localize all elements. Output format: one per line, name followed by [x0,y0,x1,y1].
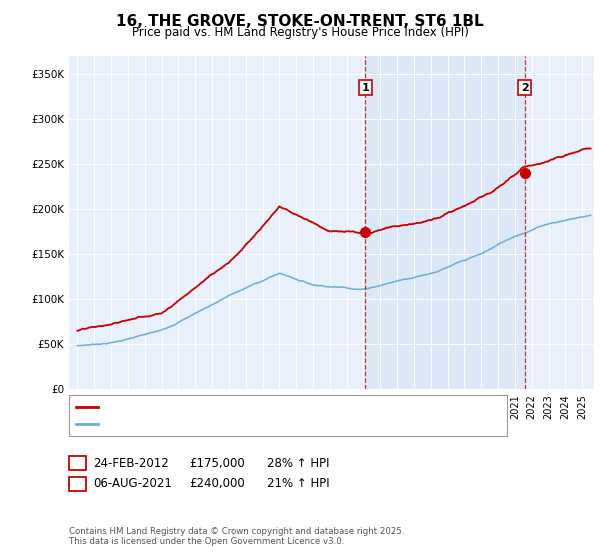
Text: 1: 1 [362,82,370,92]
Text: 28% ↑ HPI: 28% ↑ HPI [267,456,329,470]
Text: 16, THE GROVE, STOKE-ON-TRENT, ST6 1BL (detached house): 16, THE GROVE, STOKE-ON-TRENT, ST6 1BL (… [103,402,425,412]
Text: £240,000: £240,000 [189,477,245,491]
Text: 24-FEB-2012: 24-FEB-2012 [93,456,169,470]
Bar [365,56,524,389]
Text: HPI: Average price, detached house, Stoke-on-Trent: HPI: Average price, detached house, Stok… [103,419,370,430]
Text: 2: 2 [521,82,529,92]
Text: 16, THE GROVE, STOKE-ON-TRENT, ST6 1BL: 16, THE GROVE, STOKE-ON-TRENT, ST6 1BL [116,14,484,29]
Text: 1: 1 [73,456,82,470]
Text: £175,000: £175,000 [189,456,245,470]
Text: Price paid vs. HM Land Registry's House Price Index (HPI): Price paid vs. HM Land Registry's House … [131,26,469,39]
Text: Contains HM Land Registry data © Crown copyright and database right 2025.
This d: Contains HM Land Registry data © Crown c… [69,526,404,546]
Text: 21% ↑ HPI: 21% ↑ HPI [267,477,329,491]
Text: 06-AUG-2021: 06-AUG-2021 [93,477,172,491]
Text: 2: 2 [73,477,82,491]
